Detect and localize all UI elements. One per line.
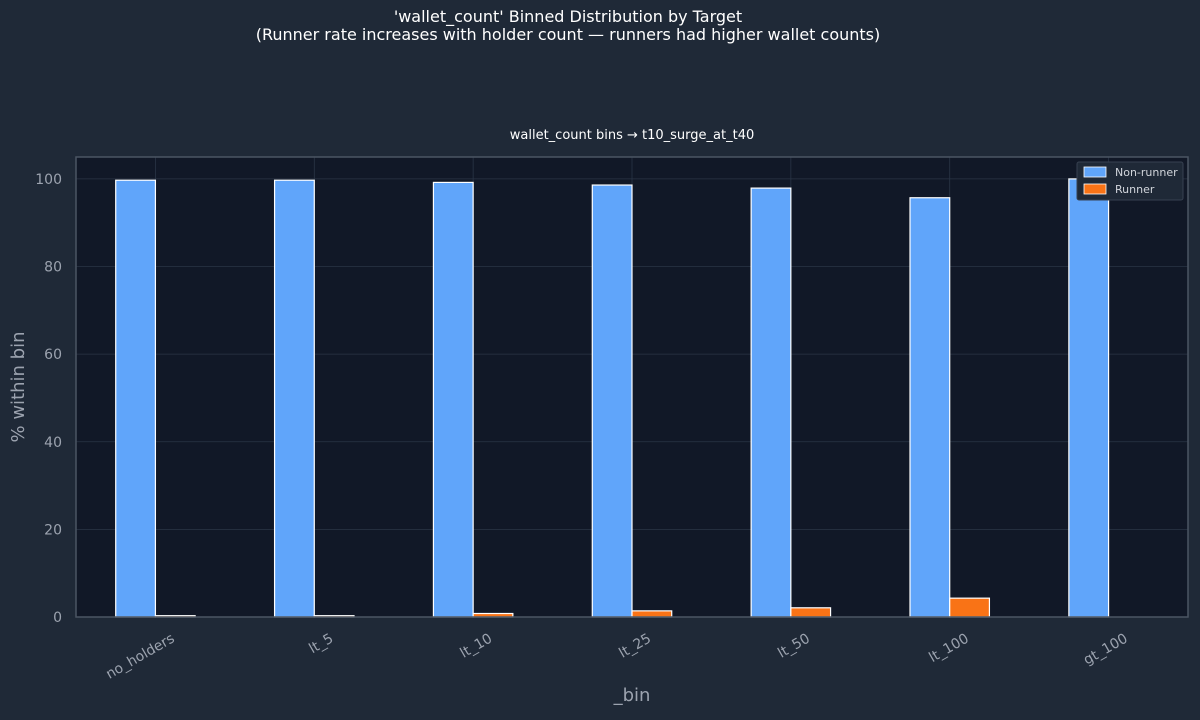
bar-non-runner-lt-5 — [273, 179, 315, 618]
y-tick-labels: 0 20 40 60 80 100 — [35, 172, 62, 626]
legend: Non-runner Runner — [1076, 161, 1184, 201]
x-tick-label-lt-25: lt_25 — [616, 631, 654, 662]
bar-non-runner-lt-25 — [591, 184, 633, 618]
bar-non-runner-lt-50 — [750, 187, 792, 618]
y-tick-label: 40 — [44, 435, 62, 451]
y-tick-label: 20 — [44, 522, 62, 538]
figure-title: 'wallet_count' Binned Distribution by Ta… — [394, 7, 742, 27]
legend-swatch-non-runner — [1083, 166, 1107, 178]
bar-non-runner-gt-100 — [1068, 178, 1110, 618]
chart-title: wallet_count bins → t10_surge_at_t40 — [510, 128, 754, 143]
x-tick-label-gt-100: gt_100 — [1081, 631, 1131, 669]
y-tick-label: 100 — [35, 172, 62, 188]
x-tick-label-lt-100: lt_100 — [926, 631, 971, 666]
bar-runner-lt-50 — [790, 607, 832, 618]
x-tick-labels: no_holders lt_5 lt_10 lt_25 lt_50 lt_100 gt_10… — [103, 631, 1130, 683]
figure-subtitle: (Runner rate increases with holder count… — [256, 25, 881, 44]
x-axis-label: _bin — [613, 685, 651, 706]
bar-non-runner-lt-100 — [909, 197, 951, 618]
bar-runner-lt-100 — [949, 597, 991, 618]
y-tick-label: 80 — [44, 260, 62, 276]
x-tick-label-no-holders: no_holders — [103, 631, 177, 683]
y-axis-label: % within bin — [8, 332, 29, 443]
bar-runner-lt-25 — [631, 610, 673, 618]
y-tick-label: 60 — [44, 347, 62, 363]
legend-swatch-runner — [1083, 183, 1107, 195]
plot-frame — [75, 156, 1189, 618]
bar-non-runner-no-holders — [115, 179, 157, 618]
bars — [115, 178, 1110, 618]
legend-label-runner: Runner — [1115, 183, 1155, 196]
x-tick-label-lt-50: lt_50 — [775, 631, 813, 662]
bar-non-runner-lt-10 — [432, 181, 474, 618]
legend-label-non-runner: Non-runner — [1115, 166, 1178, 179]
y-tick-label: 0 — [53, 610, 62, 626]
x-tick-label-lt-10: lt_10 — [458, 631, 496, 662]
x-tick-label-lt-5: lt_5 — [306, 631, 336, 658]
